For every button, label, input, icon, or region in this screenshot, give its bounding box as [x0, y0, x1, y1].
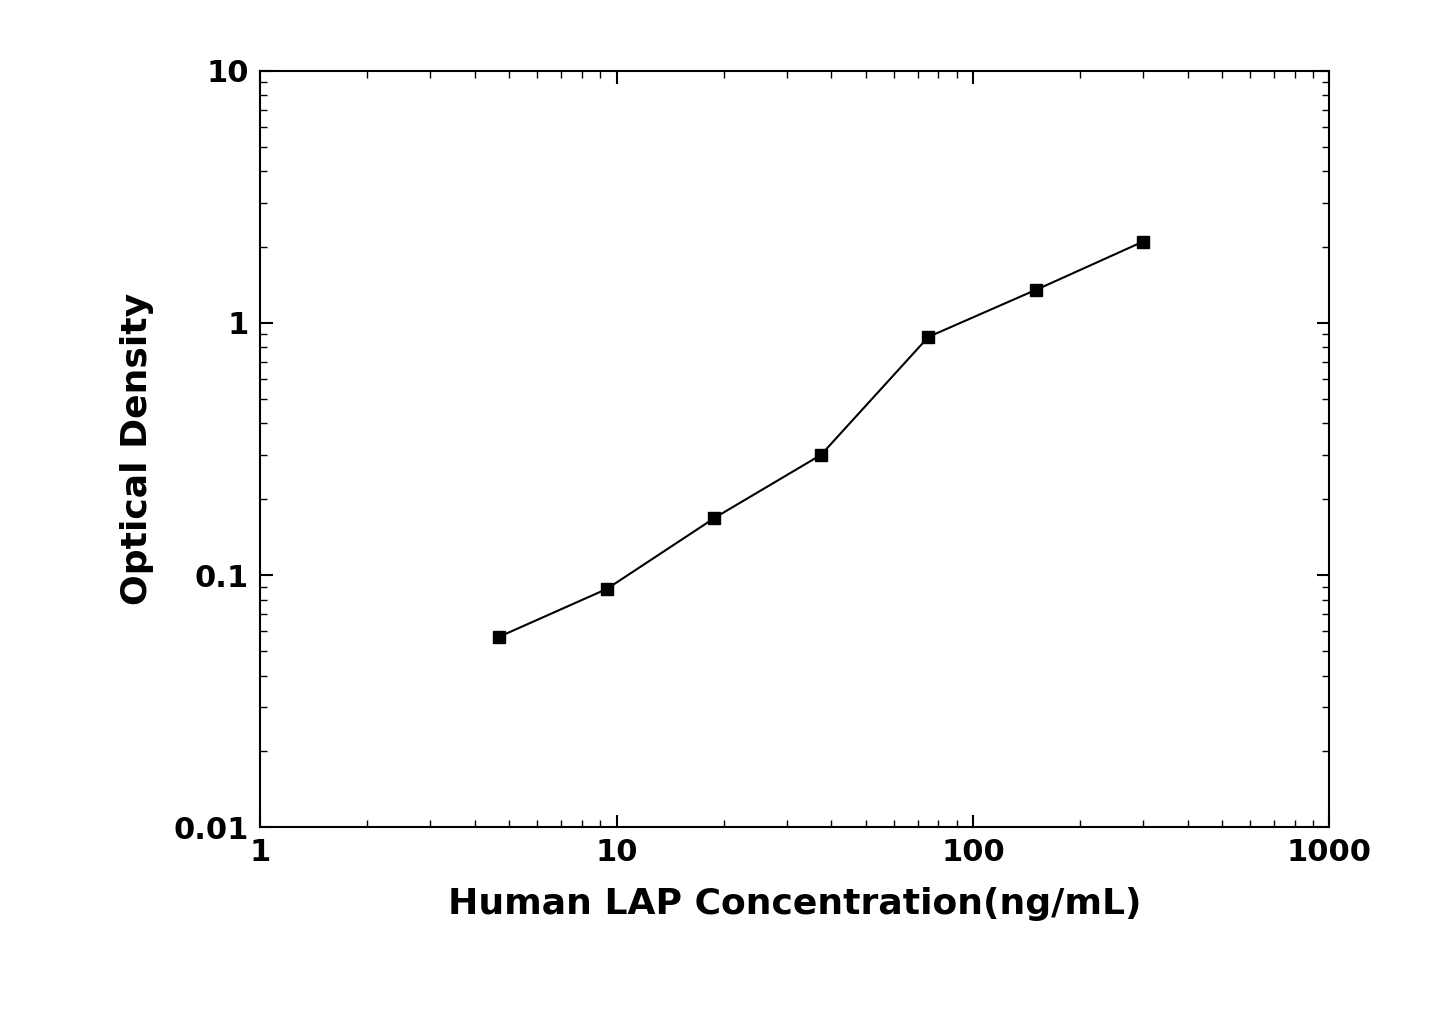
Y-axis label: Optical Density: Optical Density — [120, 293, 155, 605]
X-axis label: Human LAP Concentration(ng/mL): Human LAP Concentration(ng/mL) — [448, 887, 1142, 921]
